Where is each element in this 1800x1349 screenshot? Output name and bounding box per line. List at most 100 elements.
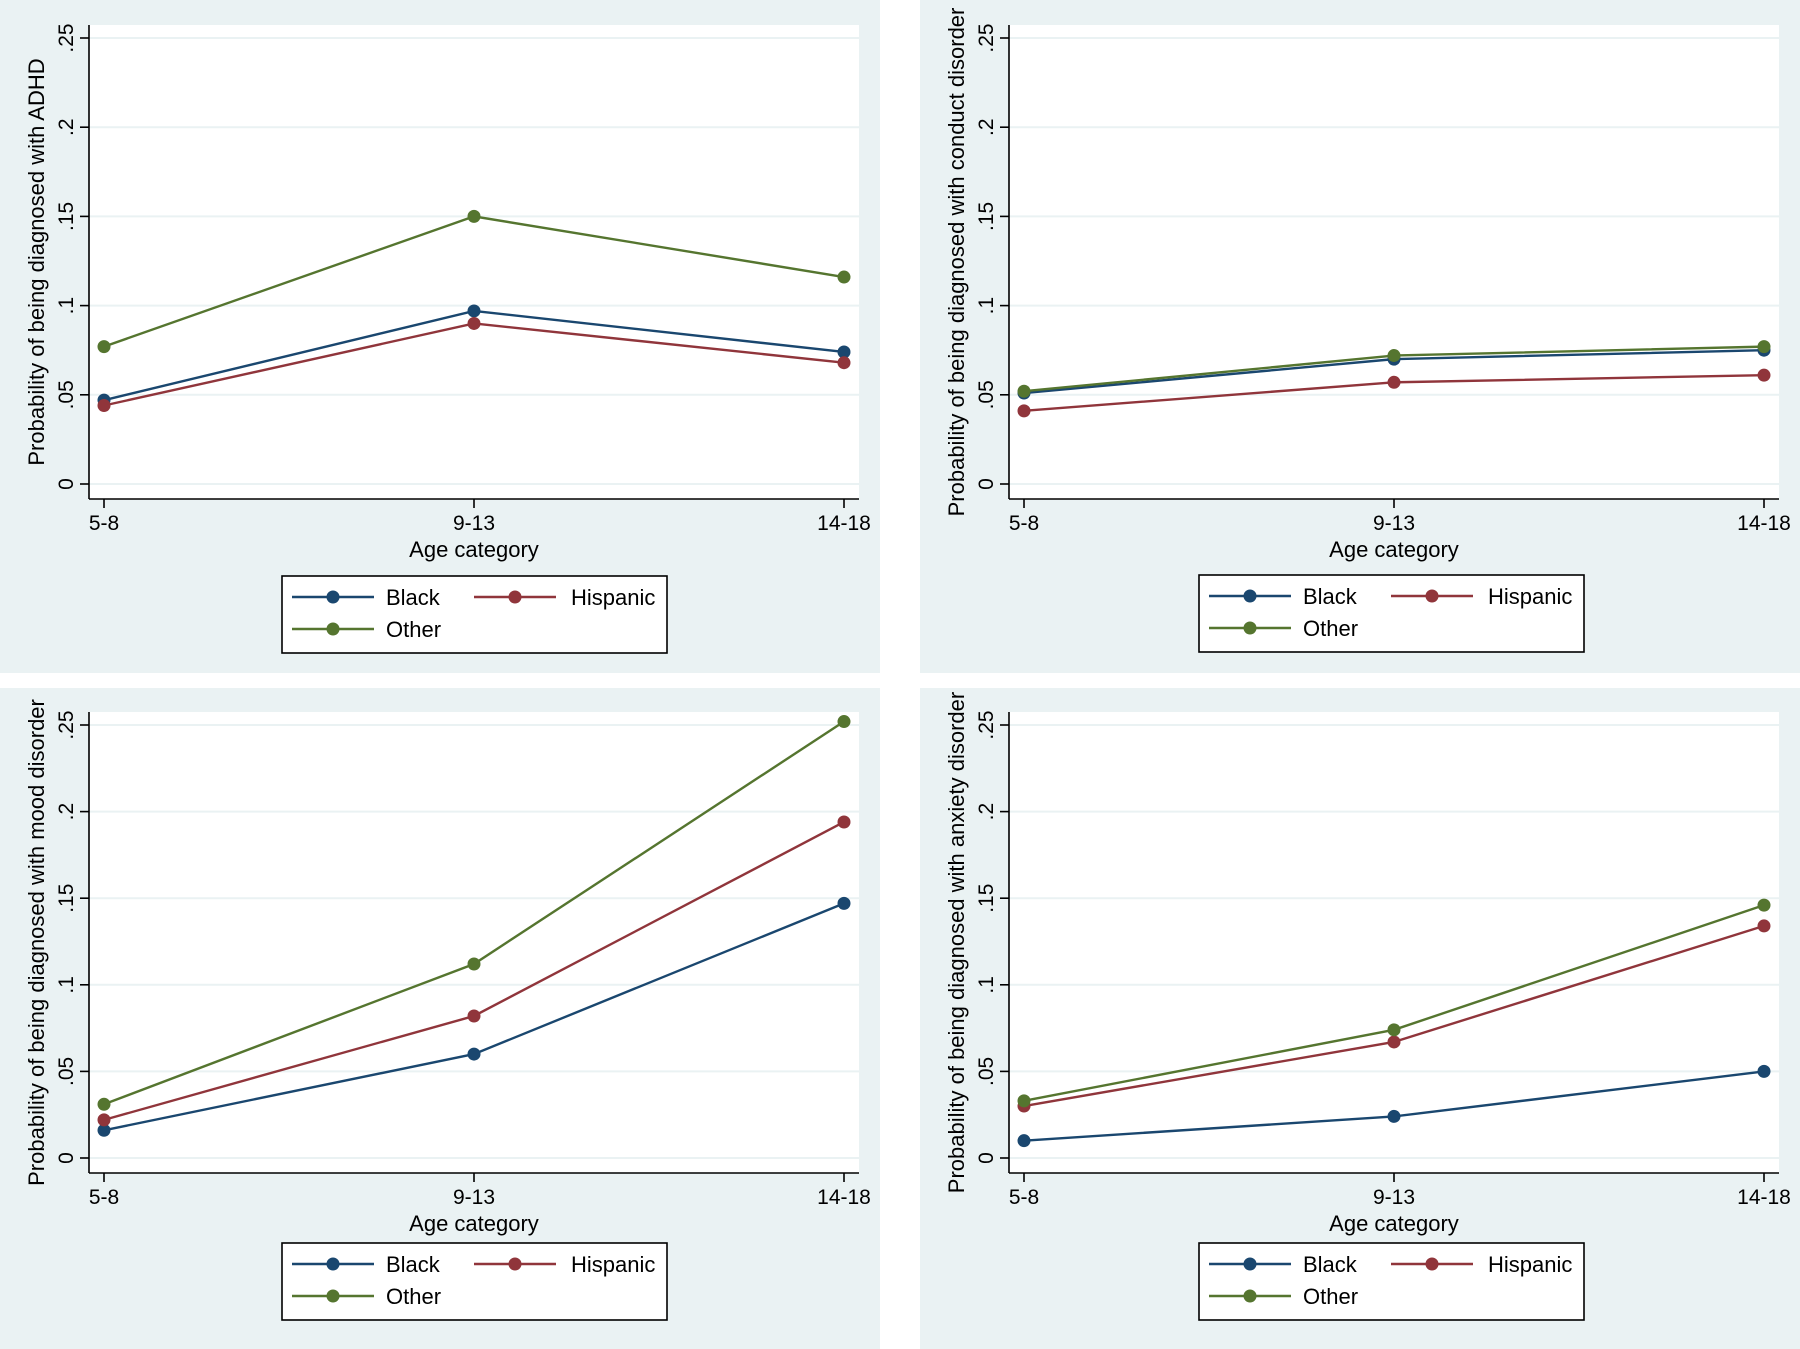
y-tick-label: 0 <box>55 478 78 490</box>
data-point-hispanic <box>97 1113 111 1127</box>
chart-panel-2: 0 .05 .1 .15 .2 .25 5-8 9-13 14-18 Age category Pr… <box>920 0 1800 673</box>
legend-label-other: Other <box>1303 616 1358 641</box>
data-point-black <box>467 1047 481 1061</box>
data-point-other <box>97 340 111 354</box>
legend-box <box>1198 1242 1585 1321</box>
y-tick-label: .2 <box>55 118 78 136</box>
y-axis-title: Probability of being diagnosed with ADHD <box>24 58 49 465</box>
legend-label-black: Black <box>386 1252 441 1277</box>
data-point-other <box>837 715 851 729</box>
data-point-hispanic <box>837 815 851 829</box>
legend: Black Hispanic Other <box>1198 1242 1585 1321</box>
legend-label-hispanic: Hispanic <box>571 585 655 610</box>
data-point-black <box>837 896 851 910</box>
x-axis-title: Age category <box>1329 537 1459 562</box>
data-point-other <box>1387 349 1401 363</box>
legend-marker-other <box>326 622 340 636</box>
legend-label-black: Black <box>1303 1252 1358 1277</box>
legend-marker-black <box>1243 589 1257 603</box>
plot-area <box>89 712 859 1173</box>
data-point-hispanic <box>467 316 481 330</box>
y-tick-label: .1 <box>55 976 78 994</box>
legend-marker-black <box>1243 1257 1257 1271</box>
data-point-hispanic <box>1387 1035 1401 1049</box>
legend-box <box>281 1242 668 1321</box>
chart-panel-1: 0 .05 .1 .15 .2 .25 5-8 9-13 14-18 Age category Pr… <box>0 0 880 673</box>
y-tick-label: .25 <box>975 23 998 52</box>
y-tick-label: 0 <box>55 1152 78 1164</box>
data-point-other <box>1757 340 1771 354</box>
x-tick-label: 5-8 <box>89 1186 119 1209</box>
data-point-black <box>837 345 851 359</box>
data-point-hispanic <box>1757 368 1771 382</box>
x-tick-label: 9-13 <box>1373 1186 1415 1209</box>
y-tick-label: .15 <box>55 884 78 913</box>
x-axis-title: Age category <box>409 1211 539 1236</box>
legend-marker-other <box>1243 621 1257 635</box>
data-point-black <box>97 1123 111 1137</box>
legend-label-hispanic: Hispanic <box>1488 1252 1572 1277</box>
x-axis-title: Age category <box>1329 1211 1459 1236</box>
data-point-hispanic <box>837 356 851 370</box>
legend-label-black: Black <box>386 585 441 610</box>
data-point-other <box>1017 1094 1031 1108</box>
legend-marker-black <box>326 1257 340 1271</box>
chart-panel-3: 0 .05 .1 .15 .2 .25 5-8 9-13 14-18 Age category Pr… <box>0 688 880 1349</box>
y-tick-label: .1 <box>975 976 998 994</box>
x-tick-label: 5-8 <box>1009 1186 1039 1209</box>
y-tick-label: .2 <box>975 803 998 821</box>
data-point-other <box>97 1097 111 1111</box>
x-tick-label: 5-8 <box>89 512 119 535</box>
y-tick-label: .15 <box>975 202 998 231</box>
legend: Black Hispanic Other <box>1198 574 1585 653</box>
y-tick-label: .1 <box>975 297 998 315</box>
x-tick-label: 14-18 <box>1737 1186 1791 1209</box>
legend-label-hispanic: Hispanic <box>571 1252 655 1277</box>
data-point-black <box>1757 1064 1771 1078</box>
y-tick-label: .2 <box>55 803 78 821</box>
y-tick-label: .25 <box>55 710 78 739</box>
data-point-hispanic <box>1017 404 1031 418</box>
y-tick-label: .05 <box>975 380 998 409</box>
y-tick-label: 0 <box>975 478 998 490</box>
legend-marker-hispanic <box>1425 1257 1439 1271</box>
legend-marker-hispanic <box>1425 589 1439 603</box>
x-tick-label: 5-8 <box>1009 512 1039 535</box>
legend-marker-hispanic <box>508 590 522 604</box>
data-point-black <box>1387 1109 1401 1123</box>
x-tick-label: 9-13 <box>453 512 495 535</box>
data-point-hispanic <box>1387 375 1401 389</box>
legend-label-other: Other <box>386 1284 441 1309</box>
y-tick-label: .05 <box>55 380 78 409</box>
data-point-black <box>467 304 481 318</box>
plot-area <box>89 25 859 499</box>
data-point-other <box>1017 384 1031 398</box>
data-point-other <box>467 957 481 971</box>
legend-marker-other <box>1243 1289 1257 1303</box>
y-tick-label: .05 <box>975 1057 998 1086</box>
data-point-black <box>1017 1134 1031 1148</box>
x-tick-label: 9-13 <box>453 1186 495 1209</box>
legend-label-black: Black <box>1303 584 1358 609</box>
legend-marker-black <box>326 590 340 604</box>
y-tick-label: .2 <box>975 118 998 136</box>
data-point-other <box>467 209 481 223</box>
legend-box <box>281 575 668 654</box>
x-tick-label: 14-18 <box>817 1186 871 1209</box>
y-tick-label: .25 <box>975 710 998 739</box>
x-tick-label: 9-13 <box>1373 512 1415 535</box>
x-axis-title: Age category <box>409 537 539 562</box>
y-tick-label: .25 <box>55 23 78 52</box>
data-point-hispanic <box>97 399 111 413</box>
legend: Black Hispanic Other <box>281 575 668 654</box>
x-tick-label: 14-18 <box>1737 512 1791 535</box>
legend-marker-other <box>326 1289 340 1303</box>
y-tick-label: .15 <box>975 884 998 913</box>
chart-panel-4: 0 .05 .1 .15 .2 .25 5-8 9-13 14-18 Age category Pr… <box>920 688 1800 1349</box>
data-point-hispanic <box>467 1009 481 1023</box>
legend: Black Hispanic Other <box>281 1242 668 1321</box>
y-tick-label: .15 <box>55 202 78 231</box>
legend-marker-hispanic <box>508 1257 522 1271</box>
legend-box <box>1198 574 1585 653</box>
